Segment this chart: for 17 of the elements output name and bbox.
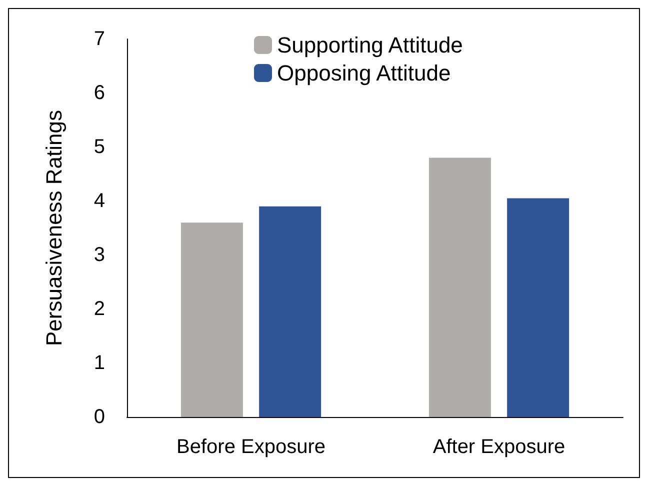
y-tick-label: 7 bbox=[94, 28, 105, 50]
y-tick-label: 1 bbox=[94, 352, 105, 374]
bar bbox=[259, 206, 322, 417]
y-tick-label: 6 bbox=[94, 82, 105, 104]
bar bbox=[180, 222, 243, 417]
legend-label: Opposing Attitude bbox=[277, 60, 451, 86]
x-tick-label: Before Exposure bbox=[176, 436, 326, 458]
x-tick-label: After Exposure bbox=[432, 436, 566, 458]
bar bbox=[507, 198, 570, 417]
legend-label: Supporting Attitude bbox=[277, 32, 463, 58]
bar bbox=[428, 158, 491, 417]
y-tick-label: 5 bbox=[94, 136, 105, 158]
y-tick-label: 2 bbox=[94, 298, 105, 320]
y-tick-label: 0 bbox=[94, 406, 105, 428]
y-tick-label: 4 bbox=[94, 190, 105, 212]
y-axis-title: Persuasiveness Ratings bbox=[42, 110, 66, 346]
y-tick-label: 3 bbox=[94, 244, 105, 266]
